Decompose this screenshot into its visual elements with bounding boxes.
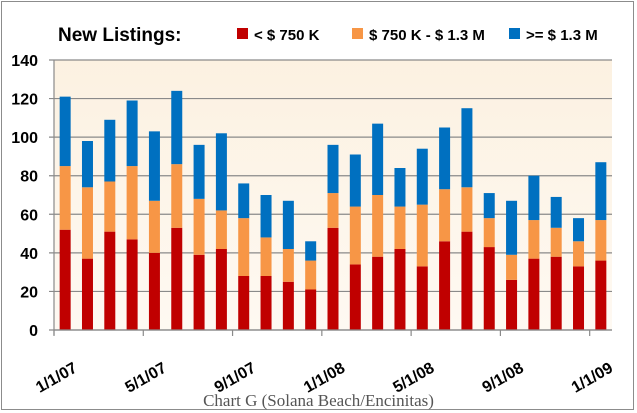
bar-segment-mid xyxy=(461,187,473,232)
bar-segment-low xyxy=(126,239,138,330)
bar-segment-high xyxy=(305,241,317,261)
bar-segment-low xyxy=(461,231,473,330)
bar-segment-low xyxy=(483,247,495,330)
bar-segment-high xyxy=(193,144,205,199)
bar-segment-mid xyxy=(550,227,562,257)
bar-segment-low xyxy=(193,254,205,330)
bar-segment-mid xyxy=(506,254,518,280)
bar-segment-low xyxy=(104,231,116,330)
bar-segment-high xyxy=(528,175,540,221)
legend-label: $ 750 K - $ 1.3 M xyxy=(369,27,485,44)
bar-segment-low xyxy=(573,266,585,330)
bar-segment-high xyxy=(416,148,428,205)
bar-segment-low xyxy=(171,227,183,330)
bar-segment-high xyxy=(550,196,562,228)
bar-segment-high xyxy=(126,100,138,167)
bar-segment-low xyxy=(349,264,361,330)
bar-segment-high xyxy=(104,119,116,182)
bar-segment-mid xyxy=(595,220,607,261)
bar-segment-low xyxy=(260,276,272,330)
bar-segment-mid xyxy=(573,241,585,267)
bar-segment-high xyxy=(327,144,339,194)
bar-segment-low xyxy=(238,276,250,330)
bar-segment-high xyxy=(260,195,272,238)
y-tick-label: 60 xyxy=(20,207,38,224)
bar-segment-high xyxy=(573,218,585,242)
bar-segment-low xyxy=(528,258,540,330)
bar-segment-high xyxy=(238,183,250,219)
legend-swatch xyxy=(237,28,248,39)
y-tick-label: 120 xyxy=(11,92,38,109)
y-tick-label: 80 xyxy=(20,169,38,186)
bar-segment-mid xyxy=(260,237,272,276)
legend-label: >= $ 1.3 M xyxy=(526,27,598,44)
bar-segment-mid xyxy=(349,206,361,265)
bar-segment-mid xyxy=(171,164,183,228)
bar-segment-low xyxy=(372,256,384,330)
bar-segment-mid xyxy=(59,166,71,230)
bar-segment-high xyxy=(506,200,518,255)
y-tick-label: 20 xyxy=(20,284,38,301)
bar-segment-low xyxy=(327,227,339,330)
bar-segment-mid xyxy=(215,210,227,249)
bar-segment-high xyxy=(148,131,160,201)
bar-segment-high xyxy=(59,96,71,167)
bar-segment-mid xyxy=(439,189,451,242)
bar-segment-mid xyxy=(483,218,495,248)
bar-segment-high xyxy=(595,162,607,221)
legend-label: < $ 750 K xyxy=(254,27,320,44)
legend-swatch xyxy=(352,28,363,39)
bar-segment-low xyxy=(282,281,294,330)
bar-segment-mid xyxy=(238,218,250,276)
y-tick-label: 40 xyxy=(20,246,38,263)
bar-segment-high xyxy=(394,168,406,207)
chart-caption: Chart G (Solana Beach/Encinitas) xyxy=(203,391,434,410)
bar-segment-mid xyxy=(394,206,406,249)
bar-segment-high xyxy=(349,154,361,207)
bar-segment-mid xyxy=(372,195,384,257)
bar-segment-low xyxy=(215,249,227,330)
bar-segment-low xyxy=(439,241,451,330)
bar-segment-high xyxy=(461,108,473,188)
bar-segment-high xyxy=(282,200,294,249)
bar-segment-high xyxy=(483,193,495,219)
bar-segment-mid xyxy=(193,198,205,255)
bar-segment-low xyxy=(59,229,71,330)
bar-segment-mid xyxy=(81,187,93,259)
bar-segment-low xyxy=(305,289,317,330)
y-tick-label: 140 xyxy=(11,53,38,70)
bar-segment-high xyxy=(372,123,384,195)
chart-title: New Listings: xyxy=(58,25,182,46)
bar-segment-low xyxy=(81,258,93,330)
y-tick-label: 0 xyxy=(29,323,38,340)
bar-segment-mid xyxy=(126,166,138,240)
bar-segment-mid xyxy=(148,200,160,253)
bar-segment-mid xyxy=(528,220,540,259)
legend-swatch xyxy=(509,28,520,39)
bar-segment-mid xyxy=(104,181,116,232)
bar-segment-mid xyxy=(416,204,428,267)
bar-segment-high xyxy=(81,141,93,188)
bar-segment-low xyxy=(550,256,562,330)
bar-segment-mid xyxy=(305,260,317,290)
bar-segment-high xyxy=(215,133,227,211)
bar-segment-high xyxy=(171,90,183,165)
y-tick-label: 100 xyxy=(11,130,38,147)
bar-segment-high xyxy=(439,127,451,190)
bar-segment-mid xyxy=(282,249,294,282)
bar-segment-mid xyxy=(327,193,339,228)
bar-segment-low xyxy=(148,252,160,330)
bar-segment-low xyxy=(506,279,518,330)
bar-segment-low xyxy=(394,249,406,330)
bar-segment-low xyxy=(416,266,428,330)
bar-segment-low xyxy=(595,260,607,330)
